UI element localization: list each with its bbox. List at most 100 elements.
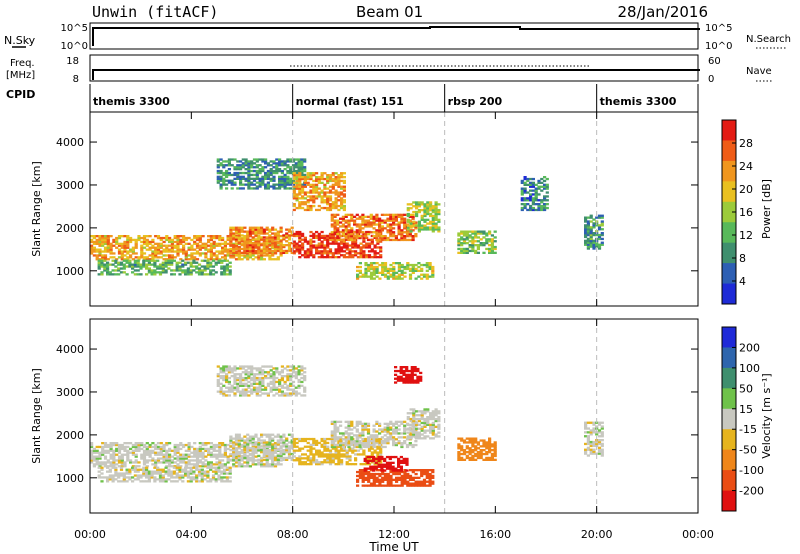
echo-cell bbox=[523, 181, 527, 184]
echo-cell bbox=[212, 445, 216, 449]
echo-cell bbox=[431, 427, 435, 430]
echo-cell bbox=[345, 242, 349, 245]
echo-cell bbox=[303, 169, 307, 173]
echo-cell bbox=[331, 240, 335, 243]
echo-cell bbox=[379, 451, 383, 454]
echo-cell bbox=[468, 244, 472, 247]
echo-cell bbox=[301, 187, 305, 190]
echo-cell bbox=[369, 277, 374, 280]
echo-cell bbox=[218, 463, 222, 466]
echo-cell bbox=[230, 187, 234, 190]
echo-cell bbox=[136, 273, 140, 276]
echo-cell bbox=[476, 232, 480, 235]
echo-cell bbox=[251, 437, 255, 440]
echo-cell bbox=[389, 482, 393, 485]
echo-cell bbox=[392, 231, 396, 234]
echo-cell bbox=[331, 191, 335, 194]
echo-cell bbox=[392, 233, 396, 236]
echo-cell bbox=[309, 185, 313, 188]
echo-cell bbox=[337, 453, 341, 456]
echo-cell bbox=[397, 420, 401, 423]
echo-cell bbox=[221, 442, 225, 445]
echo-cell bbox=[326, 236, 330, 239]
echo-cell bbox=[411, 265, 415, 269]
echo-cell bbox=[232, 454, 236, 458]
echo-cell bbox=[168, 449, 172, 452]
echo-cell bbox=[429, 423, 433, 426]
echo-cell bbox=[370, 234, 374, 238]
echo-cell bbox=[129, 240, 133, 244]
echo-cell bbox=[193, 258, 197, 261]
echo-cell bbox=[351, 449, 355, 452]
echo-cell bbox=[333, 227, 337, 230]
echo-cell bbox=[339, 436, 343, 439]
echo-cell bbox=[417, 262, 421, 265]
echo-cell bbox=[108, 476, 112, 479]
echo-cell bbox=[159, 453, 163, 456]
echo-cell bbox=[246, 437, 250, 440]
echo-cell bbox=[221, 246, 225, 249]
echo-cell bbox=[312, 201, 316, 204]
echo-cell bbox=[268, 251, 272, 254]
echo-cell bbox=[236, 173, 240, 177]
echo-cell bbox=[229, 251, 233, 254]
echo-cell bbox=[362, 449, 366, 452]
echo-cell bbox=[275, 166, 279, 169]
echo-cell bbox=[312, 189, 316, 192]
echo-cell bbox=[355, 235, 359, 238]
echo-cell bbox=[165, 244, 169, 247]
echo-cell bbox=[287, 454, 292, 458]
echo-cell bbox=[161, 267, 165, 270]
echo-cell bbox=[362, 453, 366, 456]
echo-cell bbox=[192, 269, 196, 272]
echo-cell bbox=[323, 443, 327, 446]
echo-cell bbox=[269, 185, 273, 188]
echo-cell bbox=[271, 437, 275, 440]
echo-cell bbox=[117, 447, 122, 451]
echo-cell bbox=[179, 443, 183, 447]
echo-cell bbox=[320, 176, 324, 179]
echo-cell bbox=[386, 440, 390, 443]
echo-cell bbox=[372, 469, 376, 472]
echo-cell bbox=[226, 252, 230, 255]
echo-cell bbox=[215, 236, 219, 240]
echo-cell bbox=[312, 459, 316, 462]
echo-cell bbox=[595, 216, 599, 219]
echo-cell bbox=[106, 269, 110, 272]
echo-cell bbox=[140, 236, 144, 240]
echo-cell bbox=[247, 390, 251, 393]
echo-cell bbox=[154, 445, 158, 449]
echo-cell bbox=[134, 256, 138, 259]
echo-cell bbox=[406, 214, 410, 218]
echo-cell bbox=[158, 265, 163, 268]
echo-cell bbox=[239, 160, 243, 163]
echo-cell bbox=[285, 236, 289, 239]
echo-cell bbox=[367, 230, 372, 234]
echo-cell bbox=[223, 449, 227, 452]
echo-cell bbox=[186, 476, 190, 479]
echo-cell bbox=[117, 252, 122, 255]
echo-cell bbox=[236, 160, 240, 163]
echo-cell bbox=[136, 261, 140, 264]
echo-cell bbox=[244, 168, 248, 171]
echo-cell bbox=[292, 181, 296, 184]
echo-cell bbox=[409, 433, 413, 436]
echo-cell bbox=[243, 240, 247, 244]
echo-cell bbox=[240, 458, 244, 461]
echo-cell bbox=[589, 243, 593, 246]
echo-cell bbox=[417, 205, 421, 208]
echo-cell bbox=[323, 439, 327, 443]
echo-cell bbox=[353, 221, 357, 224]
echo-cell bbox=[268, 238, 272, 241]
echo-cell bbox=[315, 248, 319, 251]
echo-cell bbox=[361, 480, 365, 483]
echo-cell bbox=[225, 160, 229, 163]
echo-cell bbox=[431, 228, 435, 231]
echo-cell bbox=[345, 230, 349, 234]
echo-cell bbox=[431, 265, 435, 269]
echo-cell bbox=[457, 244, 461, 247]
echo-cell bbox=[272, 183, 276, 186]
echo-cell bbox=[406, 423, 410, 426]
echo-cell bbox=[295, 197, 299, 200]
